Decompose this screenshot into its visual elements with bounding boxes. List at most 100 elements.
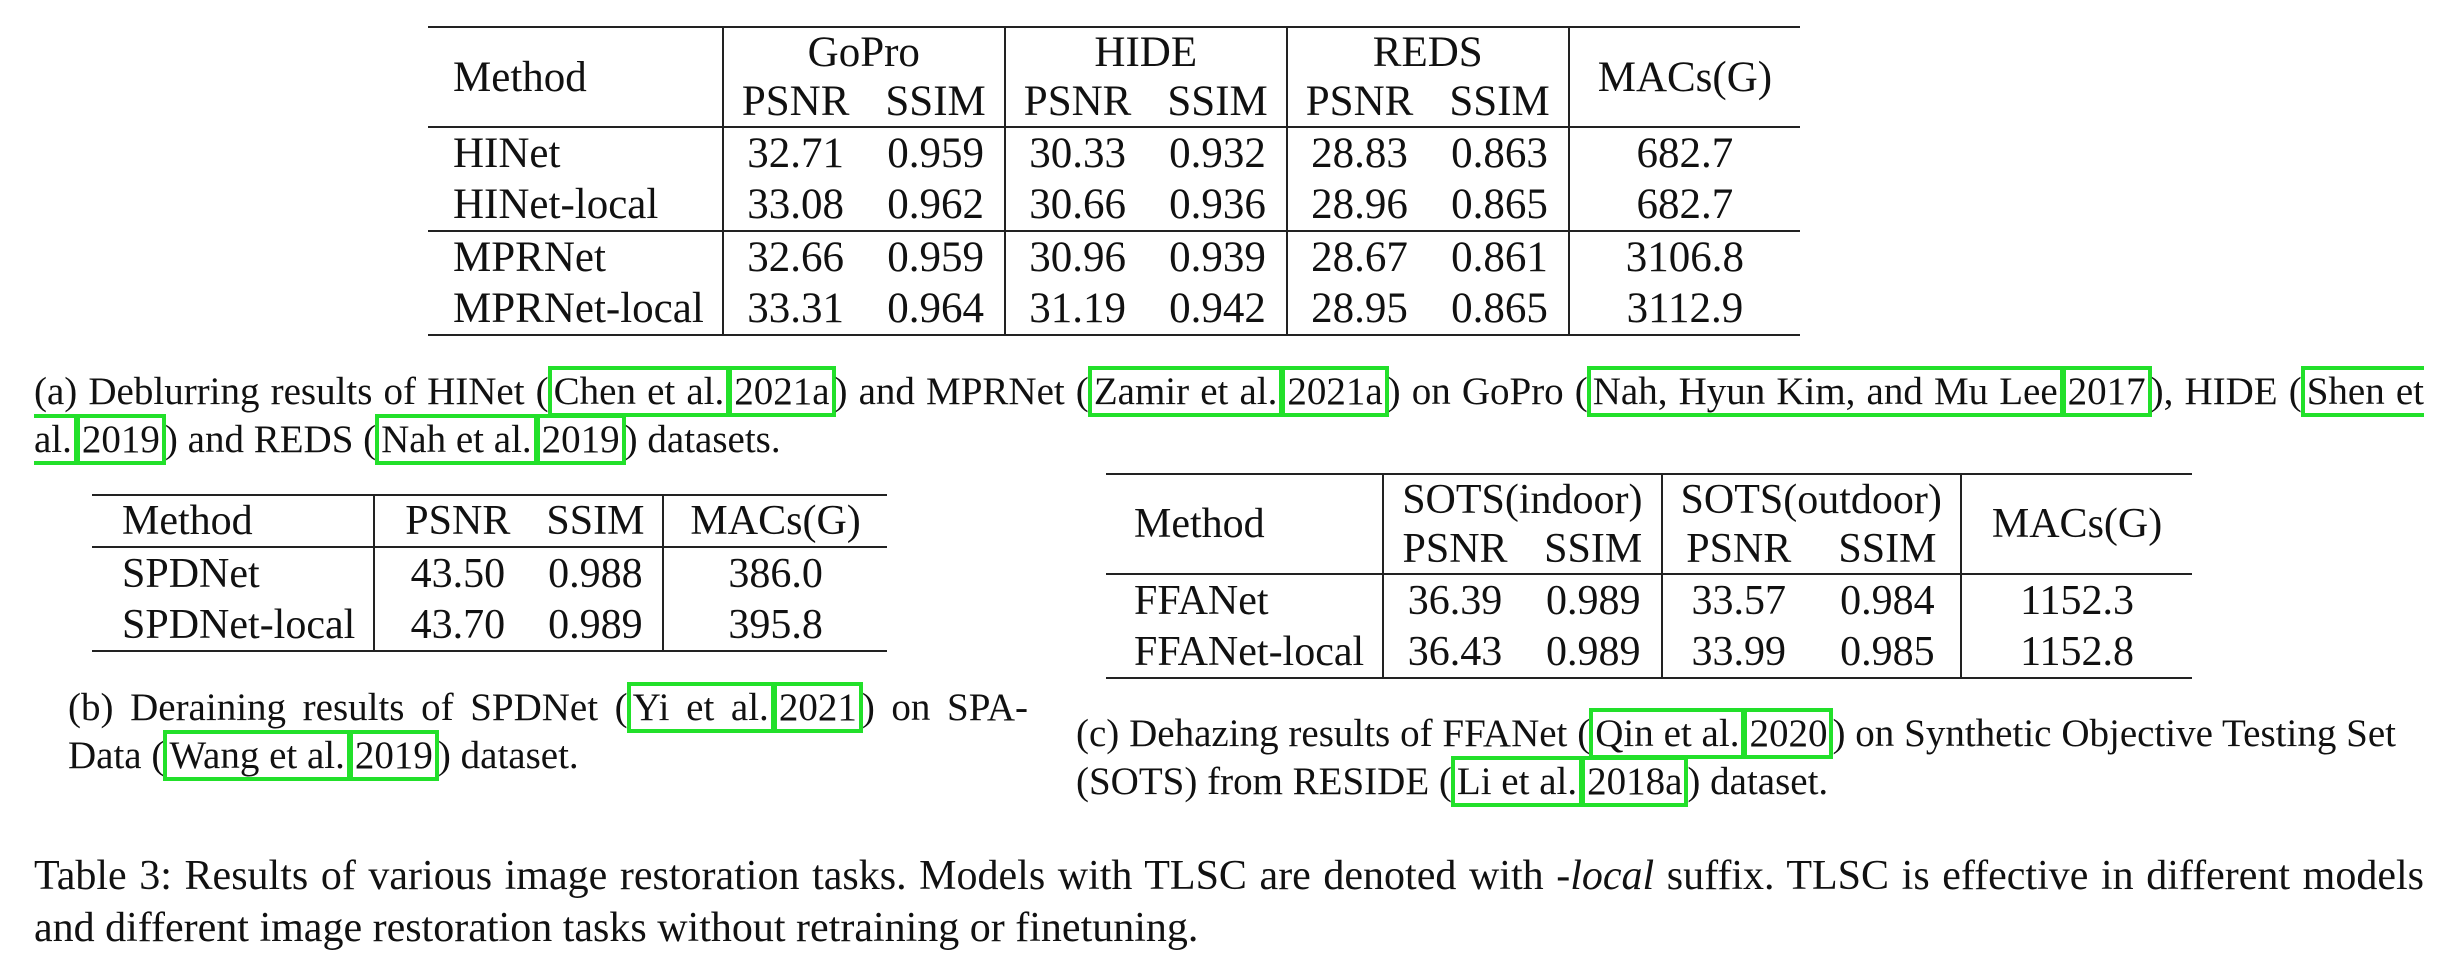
group-header-hide: HIDE (1004, 27, 1288, 77)
value-cell: 0.959 (867, 126, 1006, 179)
table-row: HINet 32.71 0.959 30.33 0.932 28.83 0.86… (428, 126, 1801, 179)
value-cell: 0.936 (1149, 179, 1288, 231)
citation-year-link[interactable]: 2021 (772, 682, 863, 733)
citation-year-link[interactable]: 2018a (1581, 756, 1689, 807)
macs-cell: 386.0 (663, 546, 887, 599)
value-cell: 0.865 (1431, 283, 1570, 335)
value-cell: 36.43 (1407, 628, 1503, 675)
value-cell: 0.942 (1149, 283, 1288, 335)
value-cell: 0.988 (528, 546, 665, 599)
metric-header: SSIM (1149, 77, 1288, 127)
value-cell: 28.96 (1311, 181, 1408, 228)
method-header: Method (92, 495, 376, 547)
method-cell: SPDNet-local (92, 599, 376, 651)
method-cell: FFANet (1106, 573, 1385, 626)
value-cell: 0.962 (867, 179, 1006, 231)
macs-cell: 682.7 (1568, 126, 1801, 179)
citation-year-link[interactable]: 2019 (535, 414, 626, 465)
citation-link[interactable]: Nah, Hyun Kim, and Mu Lee (1586, 366, 2064, 417)
table-row: SPDNet 43.50 0.988 386.0 (92, 546, 887, 599)
macs-cell: 3106.8 (1568, 230, 1801, 283)
macs-cell: 1152.3 (1960, 573, 2193, 626)
group-header-sots-outdoor: SOTS(outdoor) (1661, 474, 1962, 524)
value-cell: 0.861 (1431, 230, 1570, 283)
value-cell: 0.989 (1525, 573, 1663, 626)
metric-header: SSIM (1814, 524, 1962, 574)
macs-header: MACs(G) (1597, 53, 1773, 101)
value-cell: 28.95 (1311, 285, 1408, 332)
method-header: Method (428, 27, 724, 127)
macs-cell: 682.7 (1636, 181, 1734, 228)
citation-link[interactable]: Li et al. (1450, 756, 1584, 807)
metric-header: PSNR (1305, 78, 1414, 125)
macs-header: MACs(G) (690, 498, 861, 544)
metric-header: PSNR (1686, 525, 1792, 572)
method-cell: MPRNet (428, 230, 724, 283)
metric-header: PSNR (1402, 525, 1508, 572)
citation-year-link[interactable]: 2020 (1743, 708, 1834, 759)
value-cell: 0.865 (1431, 179, 1570, 231)
citation-link[interactable]: Chen et al. (547, 366, 731, 417)
metric-header: SSIM (528, 495, 665, 547)
citation-link[interactable]: Yi et al. (626, 682, 775, 733)
metric-header: SSIM (867, 77, 1006, 127)
table-row: HINet-local 33.08 0.962 30.66 0.936 28.9… (428, 179, 1800, 231)
method-cell: HINet-local (428, 179, 724, 231)
value-cell: 30.66 (1029, 181, 1126, 228)
citation-year-link[interactable]: 2017 (2061, 366, 2152, 417)
value-cell: 28.67 (1286, 230, 1432, 283)
citation-link[interactable]: Qin et al. (1589, 708, 1746, 759)
citation-link[interactable]: Zamir et al. (1087, 366, 1284, 417)
metric-header: SSIM (1525, 524, 1663, 574)
caption-c: (c) Dehazing results of FFANet (Qin et a… (1076, 708, 2396, 807)
citation-link[interactable]: Nah et al. (375, 414, 538, 465)
citation-link[interactable]: Shen et al. (34, 366, 2424, 465)
method-cell: HINet (428, 126, 724, 179)
citation-year-link[interactable]: 2021a (1281, 366, 1389, 417)
value-cell: 32.66 (722, 230, 868, 283)
table-b: Method PSNR SSIM MACs(G) SPDNet 43.50 0.… (92, 494, 887, 652)
citation-link[interactable]: Wang et al. (163, 730, 351, 781)
table-c: Method SOTS(indoor) SOTS(outdoor) MACs(G… (1106, 473, 2193, 679)
macs-cell: 3112.9 (1626, 285, 1744, 332)
citation-year-link[interactable]: 2021a (728, 366, 836, 417)
table-row: MPRNet 32.66 0.959 30.96 0.939 28.67 0.8… (428, 230, 1801, 283)
macs-header: MACs(G) (1991, 501, 2163, 547)
value-cell: 0.932 (1149, 126, 1288, 179)
group-header-sots-indoor: SOTS(indoor) (1383, 474, 1663, 524)
value-cell: 0.985 (1814, 626, 1962, 678)
value-cell: 33.57 (1661, 573, 1815, 626)
value-cell: 33.08 (747, 181, 844, 228)
value-cell: 0.863 (1431, 126, 1570, 179)
method-cell: SPDNet (92, 546, 376, 599)
value-cell: 0.939 (1149, 230, 1288, 283)
citation-year-link[interactable]: 2019 (75, 414, 166, 465)
value-cell: 32.71 (722, 126, 868, 179)
value-cell: 0.989 (1525, 626, 1663, 678)
value-cell: 43.50 (374, 546, 529, 599)
group-header-gopro: GoPro (722, 27, 1006, 77)
value-cell: 30.33 (1004, 126, 1150, 179)
value-cell: 33.31 (747, 285, 844, 332)
macs-cell: 1152.8 (2020, 628, 2135, 675)
citation-year-link[interactable]: 2019 (348, 730, 439, 781)
table-a: Method GoPro HIDE REDS MACs(G) PSNR SSIM… (428, 26, 1801, 336)
table-row: FFANet 36.39 0.989 33.57 0.984 1152.3 (1106, 573, 2193, 626)
value-cell: 28.83 (1286, 126, 1432, 179)
value-cell: 0.984 (1814, 573, 1962, 626)
suffix-emphasis: -local (1556, 853, 1655, 899)
value-cell: 36.39 (1383, 573, 1526, 626)
metric-header: PSNR (405, 498, 511, 544)
value-cell: 0.989 (528, 599, 665, 651)
table-row: MPRNet-local 33.31 0.964 31.19 0.942 28.… (428, 283, 1800, 335)
table-row: FFANet-local 36.43 0.989 33.99 0.985 115… (1106, 626, 2192, 678)
value-cell: 0.964 (867, 283, 1006, 335)
metric-header: PSNR (1023, 78, 1132, 125)
value-cell: 33.99 (1691, 628, 1787, 675)
table-caption: Table 3: Results of various image restor… (34, 853, 2424, 951)
metric-header: SSIM (1431, 77, 1570, 127)
value-cell: 0.959 (867, 230, 1006, 283)
value-cell: 43.70 (410, 601, 506, 648)
value-cell: 31.19 (1029, 285, 1126, 332)
value-cell: 30.96 (1004, 230, 1150, 283)
